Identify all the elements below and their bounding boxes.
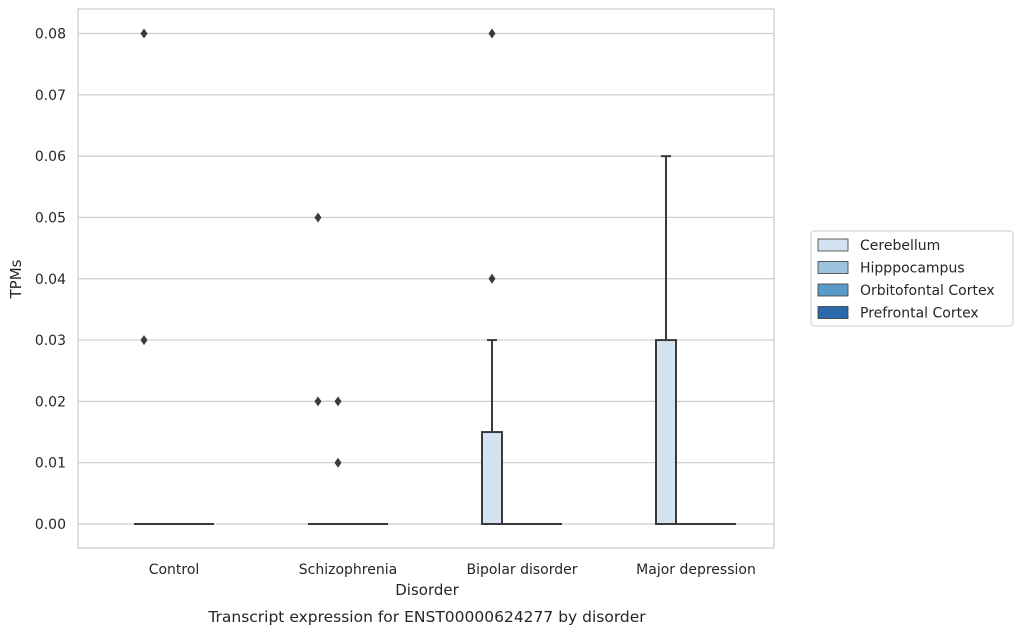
legend-label: Cerebellum [860, 238, 940, 254]
x-tick-label: Control [149, 562, 200, 578]
legend: Cerebellum Hipppocampus Orbitofontal Corte… [810, 230, 1014, 327]
legend-label: Orbitofontal Cortex [860, 283, 995, 299]
x-tick-label: Bipolar disorder [466, 562, 577, 578]
outlier-point [488, 273, 496, 284]
y-tick-labels: 0.00 0.01 0.02 0.03 0.04 0.05 0.06 0.07 0.08 [35, 27, 66, 533]
box-cerebellum [481, 28, 503, 525]
box-body [481, 431, 503, 525]
y-tick-label: 0.04 [35, 272, 66, 288]
legend-swatch [817, 261, 849, 274]
y-tick-label: 0.03 [35, 333, 66, 349]
legend-entries: Cerebellum Hipppocampus Orbitofontal Corte… [817, 238, 995, 322]
outlier-point [140, 335, 148, 346]
y-tick-label: 0.00 [35, 517, 66, 533]
y-tick-label: 0.07 [35, 88, 66, 104]
outlier-point [488, 28, 496, 39]
outlier-point [334, 457, 342, 468]
box-hipppocampus [328, 396, 348, 525]
legend-label: Hipppocampus [860, 261, 965, 277]
box-cerebellum [308, 212, 328, 525]
y-tick-label: 0.01 [35, 456, 66, 472]
x-tick-labels: Control Schizophrenia Bipolar disorder Majo… [149, 562, 756, 578]
outlier-point [314, 396, 322, 407]
box-cerebellum [655, 155, 677, 525]
y-tick-label: 0.05 [35, 210, 66, 226]
y-axis-label: TPMs [7, 259, 25, 299]
y-tick-label: 0.02 [35, 394, 66, 410]
legend-swatch [817, 306, 849, 319]
y-tick-label: 0.08 [35, 27, 66, 43]
legend-swatch [817, 238, 849, 252]
legend-frame [810, 230, 1014, 327]
outlier-point [140, 28, 148, 39]
figure-caption: Transcript expression for ENST0000062427… [207, 608, 646, 626]
plot-area-frame [77, 8, 775, 549]
y-tick-label: 0.06 [35, 149, 66, 165]
box-body [655, 339, 677, 525]
legend-label: Prefrontal Cortex [860, 306, 979, 322]
gridlines [78, 32, 774, 525]
x-tick-label: Schizophrenia [299, 562, 397, 578]
box-cerebellum [134, 28, 154, 525]
legend-swatch [817, 283, 849, 297]
outlier-point [314, 212, 322, 223]
x-axis-label: Disorder [395, 581, 459, 599]
box-series [134, 28, 736, 525]
x-tick-label: Major depression [636, 562, 756, 578]
outlier-point [334, 396, 342, 407]
